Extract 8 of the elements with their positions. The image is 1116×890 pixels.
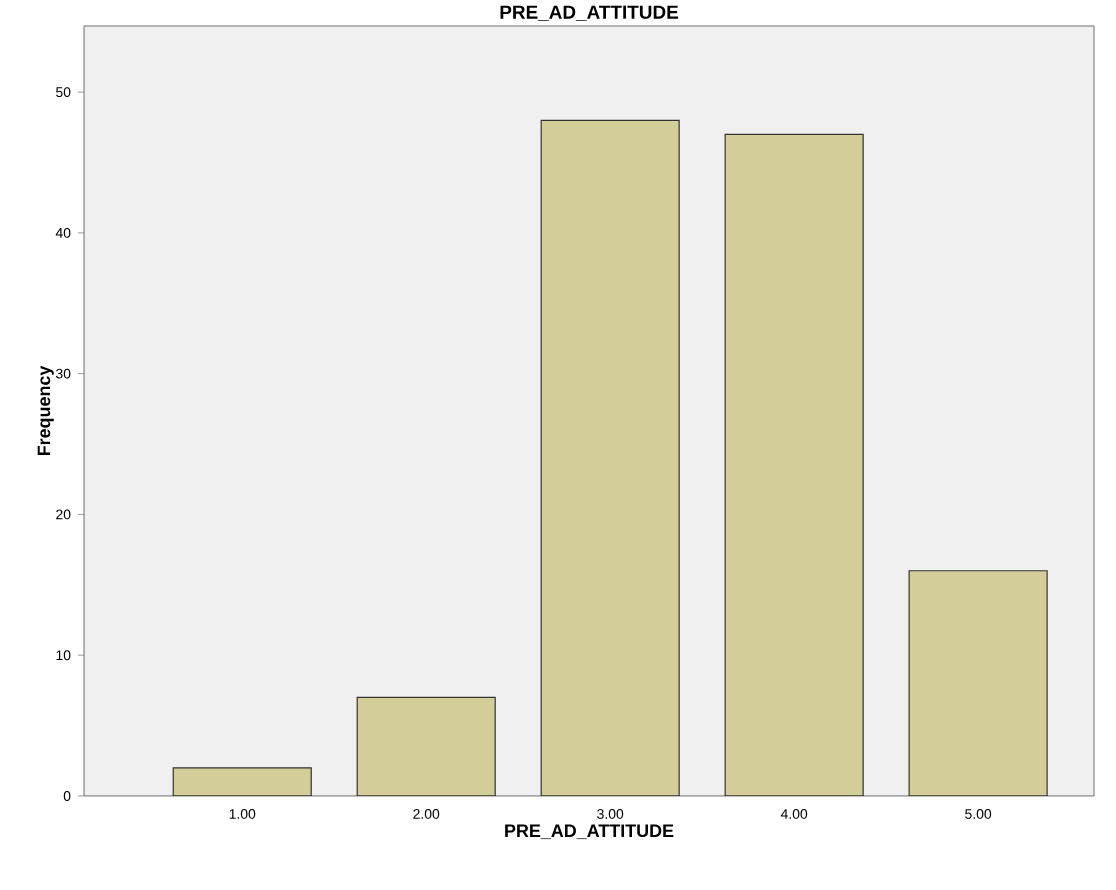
- bar: [724, 133, 864, 796]
- bar: [908, 570, 1048, 796]
- x-axis-title: PRE_AD_ATTITUDE: [505, 824, 674, 840]
- bar: [540, 119, 680, 796]
- bar: [356, 696, 496, 796]
- bar: [173, 767, 312, 796]
- chart-title: PRE_AD_ATTITUDE: [500, 5, 679, 21]
- y-axis-title: Frequency: [37, 365, 54, 456]
